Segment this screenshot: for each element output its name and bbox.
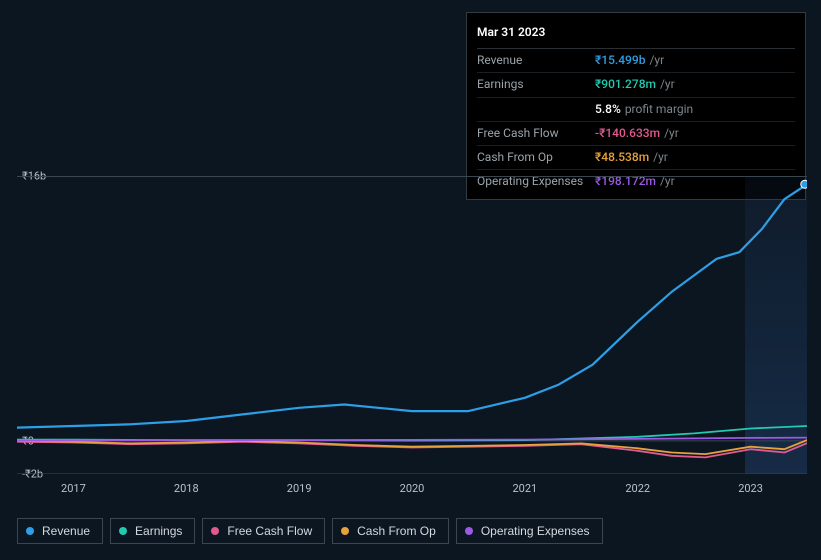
x-tick-label: 2021 bbox=[512, 482, 537, 495]
legend-item-revenue[interactable]: Revenue bbox=[17, 518, 103, 544]
chart-lines bbox=[17, 176, 807, 474]
x-tick-label: 2018 bbox=[174, 482, 199, 495]
tooltip-row: Revenue₹15.499b/yr bbox=[477, 49, 795, 73]
x-tick-label: 2019 bbox=[287, 482, 312, 495]
legend-label: Free Cash Flow bbox=[227, 524, 312, 538]
tooltip-date: Mar 31 2023 bbox=[477, 19, 795, 49]
legend-label: Operating Expenses bbox=[481, 524, 590, 538]
plot-area[interactable] bbox=[17, 176, 807, 474]
x-tick-label: 2020 bbox=[400, 482, 425, 495]
tooltip-row-label: Revenue bbox=[477, 51, 595, 70]
legend-label: Revenue bbox=[42, 524, 90, 538]
legend-item-operating-expenses[interactable]: Operating Expenses bbox=[456, 518, 603, 544]
x-tick-label: 2023 bbox=[738, 482, 763, 495]
tooltip-row-value: ₹15.499b/yr bbox=[595, 51, 664, 70]
legend-swatch bbox=[211, 527, 219, 535]
tooltip-row-value: -₹140.633m/yr bbox=[595, 124, 679, 143]
tooltip-row: Earnings₹901.278m/yr bbox=[477, 73, 795, 97]
tooltip-row: Free Cash Flow-₹140.633m/yr bbox=[477, 122, 795, 146]
tooltip-row-label: Free Cash Flow bbox=[477, 124, 595, 143]
legend-swatch bbox=[465, 527, 473, 535]
legend-swatch bbox=[341, 527, 349, 535]
highlight-marker bbox=[801, 180, 807, 188]
tooltip-row-label: Earnings bbox=[477, 75, 595, 94]
x-tick-label: 2017 bbox=[61, 482, 86, 495]
legend-item-free-cash-flow[interactable]: Free Cash Flow bbox=[202, 518, 325, 544]
tooltip-row-value: ₹901.278m/yr bbox=[595, 75, 675, 94]
x-axis: 2017 2018 2019 2020 2021 2022 2023 bbox=[17, 482, 807, 500]
legend-label: Earnings bbox=[135, 524, 182, 538]
series-revenue bbox=[17, 184, 807, 427]
tooltip-row-sub: 5.8%profit margin bbox=[477, 98, 795, 122]
legend-swatch bbox=[26, 527, 34, 535]
legend-swatch bbox=[119, 527, 127, 535]
legend-item-cash-from-op[interactable]: Cash From Op bbox=[332, 518, 449, 544]
series-cash-from-op bbox=[17, 440, 807, 454]
x-tick-label: 2022 bbox=[625, 482, 650, 495]
legend: Revenue Earnings Free Cash Flow Cash From O… bbox=[17, 518, 603, 544]
legend-label: Cash From Op bbox=[357, 524, 436, 538]
legend-item-earnings[interactable]: Earnings bbox=[110, 518, 195, 544]
financials-chart: ₹16b₹0-₹2b 2017201820192020202120222023 bbox=[17, 160, 807, 480]
